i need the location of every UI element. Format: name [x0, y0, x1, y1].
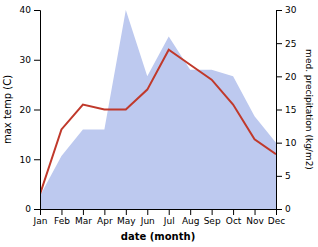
tick-mark — [34, 209, 40, 210]
area — [40, 10, 276, 209]
tick-label: May — [117, 216, 136, 226]
tick: 10 — [276, 138, 297, 148]
marks — [40, 10, 276, 209]
tick-label: 20 — [285, 72, 297, 82]
tick-label: Feb — [54, 216, 70, 226]
tick-mark — [255, 209, 256, 215]
tick-mark — [169, 209, 170, 215]
tick: Oct — [226, 209, 242, 226]
tick-mark — [276, 43, 282, 44]
tick-mark — [34, 110, 40, 111]
axis-line — [34, 11, 41, 210]
tick: 0 — [276, 204, 291, 214]
tick: Dec — [268, 209, 285, 226]
line — [40, 50, 276, 194]
tick: 40 — [20, 5, 40, 15]
tick-label: 25 — [285, 39, 296, 49]
y-axis: 0 10 20 30 40 — [20, 5, 41, 214]
tick: Jan — [33, 209, 48, 226]
tick-mark — [83, 209, 84, 215]
tick-mark — [276, 209, 282, 210]
tick-label: Apr — [97, 216, 113, 226]
tick-mark — [276, 143, 282, 144]
y2-axis-title: med. precipitation (kg/m2) — [304, 49, 314, 170]
tick-mark — [34, 10, 40, 11]
tick-label: Mar — [75, 216, 92, 226]
tick-label: Jul — [163, 216, 175, 226]
tick-label: Jan — [33, 216, 48, 226]
tick-label: Sep — [204, 216, 221, 226]
tick: 20 — [20, 105, 40, 115]
tick-label: 10 — [20, 155, 32, 165]
chart: JanFebMarAprMayJunJulAugSepOctNovDec0102… — [0, 0, 318, 247]
tick-label: 15 — [285, 105, 296, 115]
tick: Sep — [204, 209, 221, 226]
axis-line — [277, 11, 283, 210]
tick-label: Jun — [140, 216, 155, 226]
tick: 10 — [20, 155, 40, 165]
tick-label: Dec — [268, 216, 285, 226]
tick: 30 — [20, 55, 40, 65]
axis-line — [41, 210, 277, 216]
tick-mark — [276, 176, 282, 177]
tick: 0 — [25, 204, 40, 214]
tick-mark — [212, 209, 213, 215]
tick-label: 20 — [20, 105, 32, 115]
tick: May — [117, 209, 136, 226]
tick-label: Nov — [246, 216, 264, 226]
tick: Nov — [246, 209, 264, 226]
tick: 30 — [276, 5, 297, 15]
tick-mark — [147, 209, 148, 215]
tick-mark — [276, 10, 282, 11]
x-axis-title: date (month) — [121, 231, 195, 242]
plot: JanFebMarAprMayJunJulAugSepOctNovDec0102… — [2, 5, 314, 242]
tick-label: 0 — [25, 204, 31, 214]
tick-label: 5 — [285, 171, 291, 181]
tick-mark — [34, 60, 40, 61]
tick: 25 — [276, 39, 296, 49]
y2-axis: 0 5 10 15 20 25 30 — [276, 5, 297, 214]
tick: 15 — [276, 105, 296, 115]
tick-mark — [61, 209, 62, 215]
x-axis: Jan Feb Mar Apr May Jun Jul Aug Sep Oct Nov Dec — [33, 209, 286, 226]
tick-mark — [126, 209, 127, 215]
tick-label: 0 — [285, 204, 291, 214]
tick-mark — [276, 76, 282, 77]
tick: 20 — [276, 72, 297, 82]
tick-label: 30 — [285, 5, 297, 15]
tick-mark — [34, 159, 40, 160]
tick-label: 10 — [285, 138, 297, 148]
tick: Mar — [75, 209, 92, 226]
tick-mark — [233, 209, 234, 215]
tick: Apr — [97, 209, 113, 226]
tick-mark — [276, 110, 282, 111]
tick: 5 — [276, 171, 291, 181]
tick-label: 30 — [20, 55, 32, 65]
tick-mark — [190, 209, 191, 215]
tick: Aug — [182, 209, 200, 226]
tick-label: Oct — [226, 216, 242, 226]
tick-mark — [104, 209, 105, 215]
tick: Feb — [54, 209, 70, 226]
tick: Jun — [140, 209, 155, 226]
tick-label: Aug — [182, 216, 200, 226]
tick: Jul — [163, 209, 175, 226]
tick-label: 40 — [20, 5, 32, 15]
y-axis-title: max temp (C) — [2, 75, 13, 144]
